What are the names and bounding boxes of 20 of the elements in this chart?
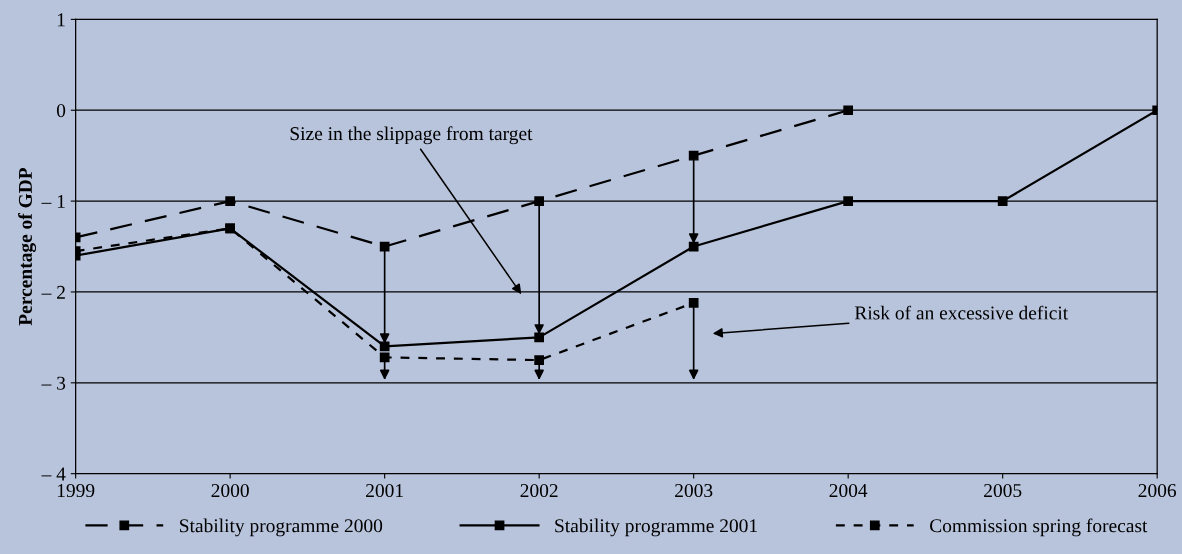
x-tick-label: 2004 <box>829 483 868 498</box>
y-tick-label: – 4 <box>41 467 66 481</box>
x-tick-label: 2000 <box>211 483 249 498</box>
x-tick-label: 2005 <box>984 483 1022 498</box>
legend-label: Stability programme 2000 <box>180 518 383 537</box>
y-tick-label: – 3 <box>41 376 66 390</box>
x-tick-label: 2002 <box>520 483 558 498</box>
y-tick-label: 0 <box>56 104 66 118</box>
annotation: Risk of an excessive deficit <box>854 305 1069 320</box>
y-tick-label: – 1 <box>41 195 65 208</box>
annotation: Size in the slippage from target <box>290 126 533 145</box>
legend-label: Stability programme 2001 <box>555 518 757 537</box>
x-tick-label: 1999 <box>57 484 95 498</box>
x-tick-label: 2003 <box>675 483 713 498</box>
x-tick-label: 2001 <box>366 483 403 498</box>
x-tick-label: 2006 <box>1138 483 1177 498</box>
legend-label: Commission spring forecast <box>930 518 1148 537</box>
y-axis-title: Percentage of GDP <box>18 167 37 326</box>
y-tick-label: – 2 <box>41 285 65 299</box>
y-tick-label: 1 <box>57 13 65 27</box>
